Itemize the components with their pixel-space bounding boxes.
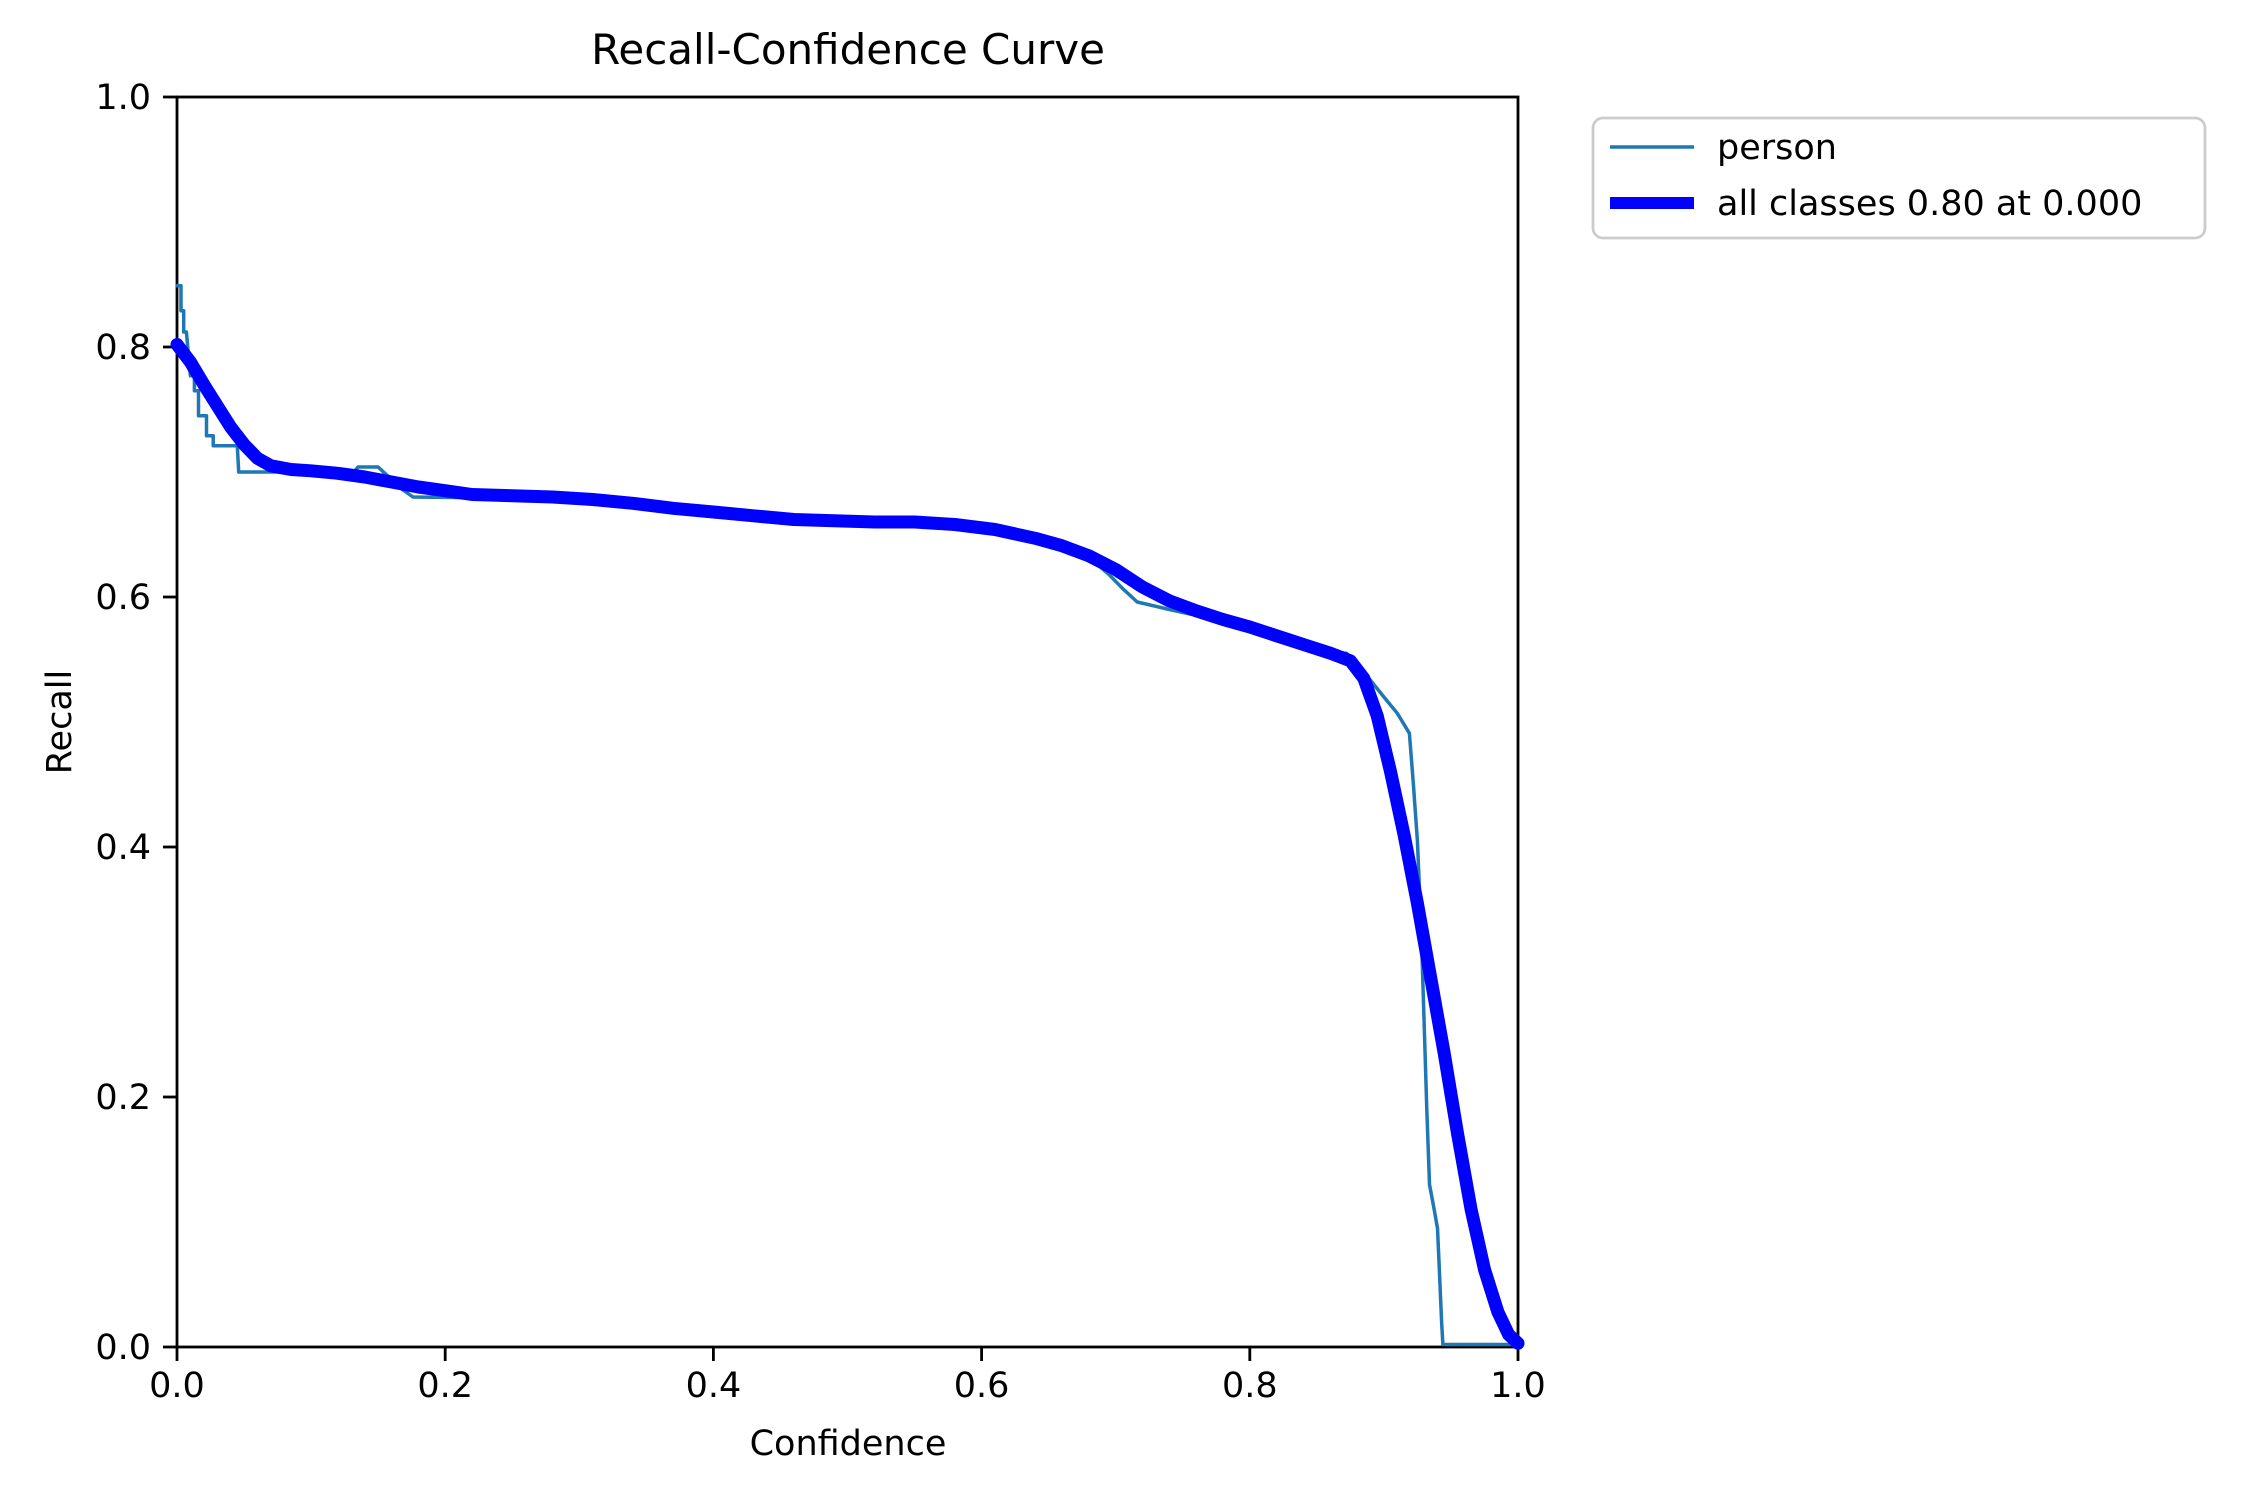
- y-tick-label: 0.2: [95, 1078, 151, 1118]
- chart-title: Recall-Confidence Curve: [591, 25, 1105, 74]
- y-tick-label: 0.6: [95, 578, 151, 618]
- x-tick-label: 0.8: [1222, 1366, 1278, 1406]
- y-tick-label: 0.0: [95, 1328, 151, 1368]
- legend-box: [1591, 116, 2207, 240]
- legend: person all classes 0.80 at 0.000: [1591, 116, 2207, 240]
- y-tick-label: 0.4: [95, 828, 151, 868]
- y-axis-label: Recall: [40, 670, 80, 774]
- plot-area: [175, 95, 1520, 1349]
- x-tick-label: 0.4: [686, 1366, 742, 1406]
- all-classes-curve: [170, 338, 1525, 1350]
- legend-label-person: person: [1717, 128, 1837, 168]
- x-tick-label: 1.0: [1490, 1366, 1546, 1406]
- y-tick-label: 0.8: [95, 328, 151, 368]
- y-axis-ticks: 0.0 0.2 0.4 0.6 0.8 1.0: [95, 78, 177, 1368]
- x-tick-label: 0.0: [149, 1366, 205, 1406]
- x-axis-ticks: 0.0 0.2 0.4 0.6 0.8 1.0: [149, 1347, 1546, 1406]
- x-axis-label: Confidence: [750, 1424, 947, 1464]
- person-curve: [175, 284, 1520, 1347]
- legend-label-all-classes: all classes 0.80 at 0.000: [1717, 184, 2142, 224]
- x-tick-label: 0.6: [954, 1366, 1010, 1406]
- x-tick-label: 0.2: [417, 1366, 473, 1406]
- y-tick-label: 1.0: [95, 78, 151, 118]
